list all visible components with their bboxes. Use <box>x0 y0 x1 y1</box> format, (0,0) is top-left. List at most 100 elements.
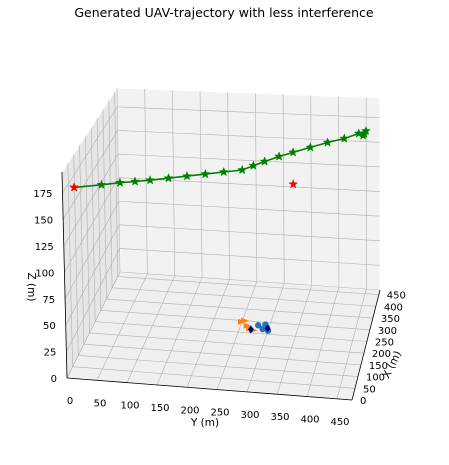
data-point <box>255 322 262 329</box>
y-tick-label: 150 <box>150 403 169 414</box>
x-tick-label: 200 <box>372 349 391 360</box>
y-tick-label: 300 <box>240 410 259 421</box>
y-tick-label: 350 <box>270 412 289 423</box>
grid-line <box>172 90 176 276</box>
x-tick-label: 400 <box>384 302 403 313</box>
grid-line <box>306 287 340 397</box>
data-point <box>288 178 299 189</box>
x-tick-label: 150 <box>369 361 388 372</box>
z-tick-label: 25 <box>44 348 57 359</box>
x-tick-label: 450 <box>387 291 406 302</box>
grid-line <box>64 201 120 299</box>
grid-line <box>118 153 381 168</box>
grid-line <box>79 145 85 345</box>
grid-line <box>119 248 381 266</box>
x-tick-label: 350 <box>381 314 400 325</box>
z-tick-label: 125 <box>35 242 54 253</box>
x-tick-label: 0 <box>360 396 366 407</box>
back-wall-pane <box>116 87 381 291</box>
grid-line <box>63 153 119 247</box>
data-point <box>247 325 254 334</box>
data-point <box>274 151 285 161</box>
grid-line <box>90 127 96 322</box>
grid-line <box>246 283 285 392</box>
grid-line <box>85 136 90 333</box>
z-axis-label: Z (m) <box>25 273 37 302</box>
grid-line <box>66 271 121 379</box>
grid-lines <box>61 87 381 401</box>
z-tick-label: 150 <box>34 216 53 227</box>
grid-line <box>117 276 379 295</box>
grid-line <box>227 92 230 280</box>
data-point <box>339 133 350 143</box>
grid-line <box>96 273 148 381</box>
grid-line <box>108 100 113 288</box>
data-point <box>115 177 125 187</box>
x-axis-line <box>351 289 381 401</box>
data-point <box>358 130 369 140</box>
data-point <box>182 170 192 181</box>
data-point <box>238 318 247 325</box>
z-tick-label: 175 <box>33 189 52 200</box>
chart-title: Generated UAV-trajectory with less inter… <box>74 5 374 20</box>
grid-line <box>96 118 102 311</box>
y-tick-label: 450 <box>330 417 349 428</box>
grid-line <box>64 177 119 273</box>
grid-line <box>255 93 258 282</box>
grid-line <box>116 87 121 273</box>
z-tick-label: 100 <box>35 268 54 279</box>
grid-line <box>112 287 376 307</box>
y-tick-label: 50 <box>94 398 107 409</box>
z-tick-label: 0 <box>51 374 57 385</box>
y-tick-label: 200 <box>180 405 199 416</box>
data-point <box>243 322 252 329</box>
data-layer <box>69 125 371 334</box>
x-tick-label: 50 <box>363 384 376 395</box>
data-point <box>259 156 270 166</box>
grid-line <box>114 91 119 277</box>
data-point <box>145 174 156 185</box>
grid-line <box>144 89 148 274</box>
data-point <box>69 182 80 192</box>
data-point <box>288 147 298 157</box>
x-tick-label: 100 <box>366 373 385 384</box>
grid-line <box>102 109 107 300</box>
grid-line <box>65 224 120 326</box>
grid-line <box>118 177 381 192</box>
grid-line <box>72 366 356 389</box>
grid-line <box>78 355 358 377</box>
data-point <box>305 142 316 152</box>
grid-line <box>117 106 381 118</box>
y-axis-line <box>66 377 353 401</box>
grid-line <box>67 163 73 367</box>
grid-line <box>336 288 367 399</box>
grid-line <box>89 332 364 354</box>
y-tick-label: 100 <box>120 401 139 412</box>
grid-line <box>276 285 312 395</box>
x-tick-label: 250 <box>375 337 394 348</box>
data-point <box>264 324 271 333</box>
y-axis-label: Y (m) <box>190 417 219 429</box>
grid-line <box>95 321 367 342</box>
data-point <box>96 179 107 189</box>
data-point <box>200 168 211 179</box>
y-tick-label: 0 <box>67 396 73 407</box>
tick-labels: 0 50 100 150 200 250 300 350 400 4500501001502002… <box>33 189 405 428</box>
data-point <box>163 173 174 183</box>
grid-line <box>186 279 230 388</box>
grid-line <box>119 271 381 291</box>
grid-line <box>106 298 373 319</box>
grid-line <box>199 91 203 278</box>
data-point <box>130 176 140 186</box>
grid-line <box>66 248 120 352</box>
grid-line <box>119 224 381 242</box>
x-tick-label: 300 <box>378 326 397 337</box>
grid-line <box>100 310 370 331</box>
grid-line <box>216 281 258 390</box>
z-axis-line <box>61 171 68 379</box>
data-point <box>248 160 259 170</box>
grid-line <box>310 95 312 286</box>
z-tick-label: 50 <box>43 321 56 332</box>
grid-line <box>282 94 285 284</box>
